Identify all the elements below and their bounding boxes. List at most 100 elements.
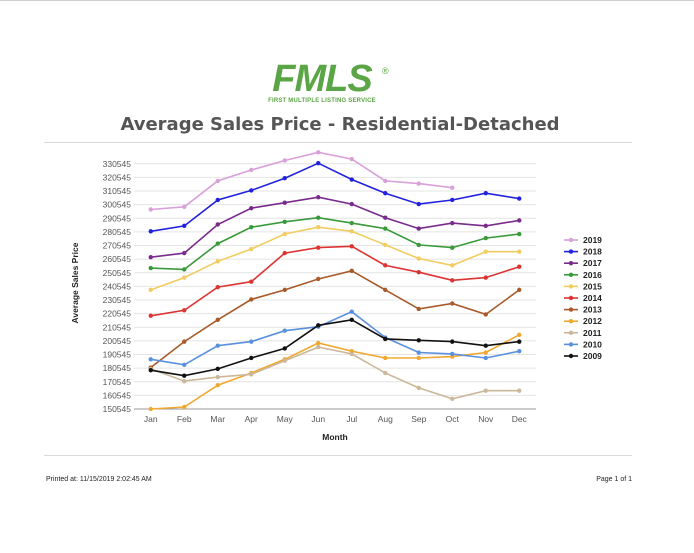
data-point-2015 — [416, 256, 421, 261]
data-point-2009 — [316, 323, 321, 328]
legend-label: 2011 — [583, 328, 602, 338]
legend-swatch-dot — [568, 319, 574, 324]
data-point-2009 — [483, 343, 488, 348]
data-point-2018 — [316, 160, 321, 166]
legend-swatch-dot — [568, 237, 574, 243]
legend-swatch-dot — [568, 249, 574, 254]
data-point-2019 — [416, 181, 421, 186]
data-point-2012 — [215, 383, 220, 388]
y-tick-label: 280545 — [103, 227, 132, 237]
data-point-2015 — [249, 246, 254, 252]
legend-label: 2018 — [583, 247, 602, 257]
data-point-2013 — [517, 287, 522, 293]
x-tick-label: Dec — [512, 414, 528, 424]
legend-label: 2014 — [583, 293, 602, 303]
data-point-2018 — [148, 229, 153, 234]
data-point-2014 — [282, 250, 287, 256]
page-title: Average Sales Price - Residential-Detach… — [120, 114, 560, 135]
data-point-2011 — [383, 370, 388, 376]
data-point-2009 — [148, 368, 153, 373]
data-point-2011 — [316, 344, 321, 350]
data-point-2019 — [349, 156, 354, 162]
data-point-2011 — [416, 385, 421, 391]
series-line-2009 — [150, 318, 520, 377]
series-line-2016 — [150, 216, 520, 271]
data-point-2010 — [215, 343, 220, 348]
data-point-2010 — [182, 362, 187, 367]
data-point-2017 — [349, 201, 354, 207]
data-point-2019 — [316, 150, 321, 155]
data-point-2017 — [249, 205, 254, 211]
data-point-2012 — [416, 355, 421, 361]
data-point-2016 — [517, 231, 522, 237]
data-point-2016 — [249, 225, 254, 230]
data-point-2018 — [249, 188, 254, 193]
x-tick-label: Jan — [144, 414, 158, 424]
data-point-2013 — [450, 301, 455, 306]
printed-at-value: 11/15/2019 2:02:45 AM — [79, 476, 152, 483]
data-point-2016 — [349, 220, 354, 226]
data-point-2019 — [215, 178, 220, 184]
y-tick-label: 230545 — [103, 295, 132, 305]
data-point-2012 — [148, 406, 153, 412]
series-line-2014 — [150, 245, 520, 317]
legend-swatch-dot — [568, 295, 574, 301]
line-chart: 150545 160545 170545 180545 190545 200545 2105… — [70, 150, 602, 442]
data-point-2012 — [316, 340, 321, 346]
data-point-2011 — [450, 396, 455, 402]
logo-brand: FMLS — [272, 58, 372, 100]
data-point-2017 — [215, 222, 220, 227]
x-tick-label: Mar — [210, 414, 225, 424]
y-tick-label: 260545 — [103, 254, 132, 264]
x-axis-title: Month — [322, 432, 348, 442]
data-point-2012 — [517, 332, 522, 338]
data-point-2010 — [148, 357, 153, 362]
legend-swatch-dot — [568, 330, 574, 335]
x-tick-label: Oct — [446, 414, 460, 424]
data-point-2011 — [215, 374, 220, 380]
data-point-2016 — [316, 215, 321, 220]
data-point-2014 — [182, 308, 187, 313]
data-point-2015 — [349, 229, 354, 234]
y-tick-label: 310545 — [103, 186, 132, 196]
data-point-2018 — [215, 197, 220, 203]
data-point-2012 — [383, 355, 388, 361]
series-line-2018 — [150, 162, 520, 233]
printed-at-label: Printed at: — [46, 476, 78, 483]
fmls-logo: FMLS ® FIRST MULTIPLE LISTING SERVICE — [258, 58, 398, 110]
y-tick-label: 290545 — [103, 213, 132, 223]
data-point-2013 — [416, 306, 421, 312]
data-point-2019 — [282, 158, 287, 163]
data-point-2009 — [383, 336, 388, 342]
y-tick-label: 210545 — [103, 322, 132, 332]
y-axis-title: Average Sales Price — [70, 242, 80, 323]
data-point-2016 — [282, 219, 287, 224]
data-point-2010 — [282, 328, 287, 333]
data-point-2013 — [483, 312, 488, 317]
data-point-2018 — [416, 201, 421, 207]
data-point-2017 — [316, 195, 321, 200]
data-point-2013 — [215, 317, 220, 323]
y-tick-label: 150545 — [103, 404, 132, 414]
legend-label: 2019 — [583, 235, 602, 245]
data-point-2015 — [316, 225, 321, 230]
legend-swatch-dot — [568, 307, 574, 312]
y-tick-label: 240545 — [103, 281, 132, 291]
data-point-2018 — [182, 223, 187, 229]
logo-registered-mark: ® — [382, 66, 389, 76]
legend-label: 2017 — [583, 258, 602, 268]
x-tick-label: Aug — [378, 414, 393, 424]
data-point-2014 — [349, 244, 354, 249]
data-point-2016 — [182, 267, 187, 272]
y-tick-label: 300545 — [103, 200, 132, 210]
x-tick-label: May — [277, 414, 294, 424]
x-tick-label: Apr — [245, 414, 258, 424]
data-point-2014 — [249, 279, 254, 284]
data-point-2015 — [148, 287, 153, 293]
series-line-2013 — [150, 269, 520, 369]
x-tick-label: Sep — [411, 414, 426, 424]
x-tick-label: Nov — [478, 414, 494, 424]
data-point-2014 — [416, 269, 421, 275]
data-point-2011 — [249, 372, 254, 377]
legend-swatch-dot — [568, 272, 574, 277]
